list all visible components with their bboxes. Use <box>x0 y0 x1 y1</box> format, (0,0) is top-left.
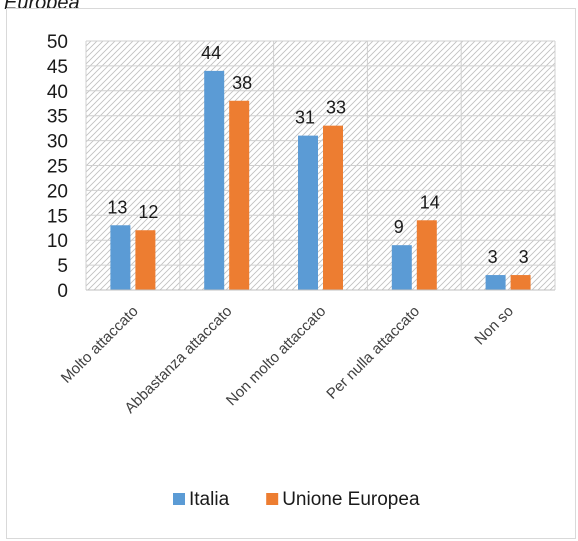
data-label: 38 <box>232 73 252 93</box>
x-tick-label: Abbastanza attaccato <box>121 303 235 417</box>
bar <box>110 225 131 290</box>
y-tick-label: 40 <box>47 82 68 103</box>
plot-area: 0 5 10 15 20 25 30 35 40 45 50 13 12 Molto attaccato 4… <box>47 32 556 510</box>
data-label: 3 <box>519 247 529 267</box>
data-label: 14 <box>420 192 440 212</box>
legend-swatch <box>266 493 279 505</box>
legend-label: Unione Europea <box>282 489 420 510</box>
bar <box>485 275 506 290</box>
y-tick-label: 45 <box>47 57 68 78</box>
y-tick-label: 25 <box>47 157 68 178</box>
bar <box>298 135 318 290</box>
data-label: 44 <box>201 43 221 63</box>
data-label: 3 <box>488 247 498 267</box>
data-label: 13 <box>107 197 127 217</box>
data-label: 31 <box>295 108 315 128</box>
y-tick-label: 5 <box>57 256 68 277</box>
legend-swatch <box>173 493 185 505</box>
y-tick-label: 50 <box>47 32 68 53</box>
x-tick-label: Non molto attaccato <box>223 303 329 409</box>
y-tick-label: 35 <box>47 107 68 128</box>
bar <box>416 220 437 290</box>
bar <box>204 70 225 290</box>
x-tick-label: Molto attaccato <box>58 303 142 387</box>
y-tick-label: 15 <box>47 206 68 227</box>
y-tick-label: 30 <box>47 132 68 153</box>
legend-label: Italia <box>189 489 230 510</box>
x-tick-label: Non so <box>471 303 517 349</box>
bar <box>391 245 412 290</box>
bar <box>323 125 343 290</box>
bar <box>135 230 156 290</box>
data-label: 12 <box>138 202 158 222</box>
bar <box>229 100 250 290</box>
y-tick-label: 0 <box>57 281 68 302</box>
bar <box>510 275 531 290</box>
x-tick-label: Per nulla attaccato <box>323 303 423 403</box>
data-label: 33 <box>326 98 346 118</box>
y-tick-label: 10 <box>47 231 68 252</box>
y-tick-label: 20 <box>47 181 68 202</box>
data-label: 9 <box>394 217 404 237</box>
